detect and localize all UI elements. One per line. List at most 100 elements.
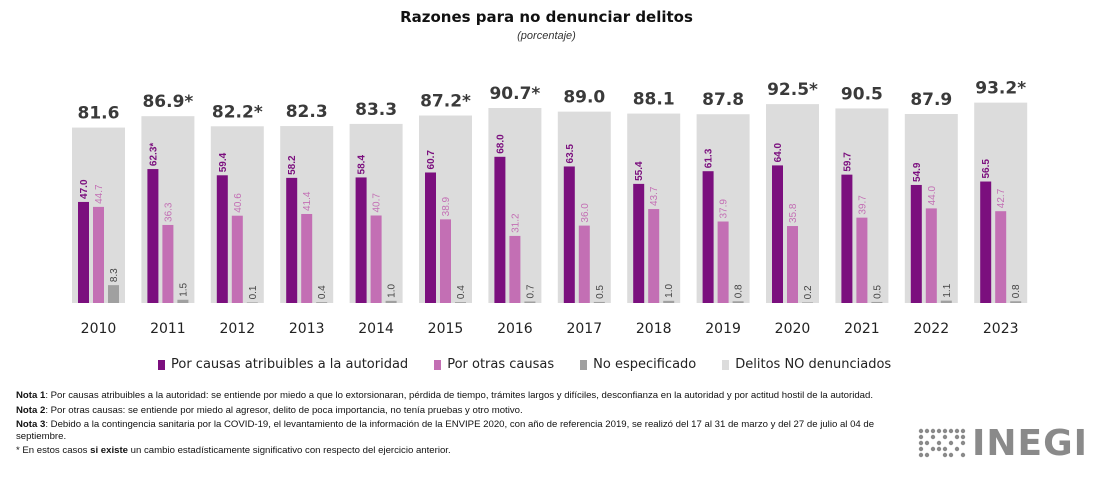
series-bar-no-especificado [108, 285, 119, 303]
series-bar-otras [787, 226, 798, 303]
series-bar-no-especificado [732, 301, 744, 303]
data-label: 42.7 [996, 188, 1007, 208]
footnote-prefix: * En estos casos [16, 445, 91, 456]
bar-chart: 81.6 47.0 44.7 8.3 2010 86.9* 62.3* 36.3 1.5 2011… [72, 79, 1028, 337]
series-bar-no-especificado [385, 300, 397, 303]
series-bar-autoridad [633, 183, 645, 303]
series-bar-no-especificado [246, 302, 258, 303]
legend-item-no-denunciados: Delitos NO denunciados [722, 357, 891, 372]
x-tick-label: 2023 [983, 321, 1019, 337]
series-bar-otras [440, 219, 451, 303]
series-bar-autoridad [78, 201, 89, 303]
total-label: 87.9 [910, 90, 952, 110]
series-bar-autoridad [563, 166, 575, 303]
data-label: 0.8 [734, 284, 745, 298]
legend-item-autoridad: Por causas atribuibles a la autoridad [158, 357, 408, 372]
series-bar-autoridad [910, 184, 922, 303]
data-label: 8.3 [109, 268, 120, 282]
data-label: 0.4 [317, 285, 328, 299]
legend-label-autoridad: Por causas atribuibles a la autoridad [171, 357, 409, 372]
total-label: 82.3 [286, 102, 328, 122]
series-bar-autoridad [841, 174, 853, 303]
series-bar-no-especificado [316, 302, 328, 303]
footnote-suffix: un cambio estadísticamente significativo… [128, 445, 451, 456]
data-label: 58.2 [287, 155, 298, 175]
legend-item-otras: Por otras causas [434, 357, 554, 372]
chart-subtitle: (porcentaje) [517, 30, 576, 42]
series-bar-autoridad [216, 175, 228, 303]
data-label: 1.5 [178, 282, 189, 296]
series-bar-otras [925, 208, 937, 303]
legend-label-no-denunciados: Delitos NO denunciados [735, 357, 892, 372]
x-tick-label: 2017 [566, 321, 602, 337]
series-bar-autoridad [286, 177, 298, 303]
data-label: 0.5 [872, 285, 883, 299]
note-2: Nota 2: Por otras causas: se entiende po… [16, 405, 916, 417]
series-bar-no-especificado [802, 302, 813, 303]
series-bar-autoridad [494, 156, 506, 303]
series-bar-otras [370, 215, 382, 303]
total-label: 81.6 [78, 104, 120, 124]
data-label: 39.7 [857, 195, 868, 215]
inegi-dots-icon [918, 428, 966, 458]
data-label: 0.8 [1011, 284, 1022, 298]
legend-label-otras: Por otras causas [447, 357, 555, 372]
series-bar-otras [301, 213, 313, 303]
data-label: 41.4 [302, 191, 313, 211]
series-bar-otras [648, 209, 660, 303]
series-bar-autoridad [355, 177, 367, 303]
x-tick-label: 2015 [428, 321, 464, 337]
data-label: 1.0 [387, 284, 398, 298]
x-tick-label: 2013 [289, 321, 325, 337]
total-label: 87.2* [420, 92, 471, 112]
total-label: 89.0 [563, 88, 605, 108]
series-bar-no-especificado [663, 300, 675, 303]
data-label: 60.7 [426, 150, 437, 170]
series-bar-no-especificado [1010, 301, 1022, 303]
x-tick-label: 2020 [775, 321, 811, 337]
series-bar-no-especificado [593, 301, 605, 303]
x-tick-label: 2018 [636, 321, 672, 337]
total-label: 83.3 [355, 100, 397, 120]
data-label: 59.7 [842, 152, 853, 172]
data-label: 0.4 [456, 285, 467, 299]
data-label: 40.7 [372, 193, 383, 213]
series-bar-otras [231, 215, 243, 303]
legend-label-no-especificado: No especificado [593, 357, 697, 372]
series-bar-otras [856, 217, 868, 303]
data-label: 36.0 [580, 203, 591, 223]
legend: Por causas atribuibles a la autoridad Po… [158, 357, 917, 372]
footnote: * En estos casos si existe un cambio est… [16, 445, 916, 457]
chart-title: Razones para no denunciar delitos [400, 8, 693, 26]
data-label: 44.0 [927, 185, 938, 205]
total-label: 93.2* [975, 79, 1026, 99]
legend-swatch-no-denunciados [722, 359, 730, 370]
data-label: 62.3* [148, 143, 159, 166]
total-label: 87.8 [702, 90, 744, 110]
total-label: 86.9* [142, 92, 193, 112]
note-3-label: Nota 3 [16, 419, 46, 430]
series-bar-otras [995, 211, 1007, 303]
data-label: 35.8 [788, 203, 799, 223]
x-tick-label: 2016 [497, 321, 533, 337]
x-tick-label: 2022 [913, 321, 949, 337]
note-1-text: : Por causas atribuibles a la autoridad:… [45, 390, 874, 401]
legend-swatch-no-especificado [580, 359, 588, 370]
x-tick-label: 2010 [81, 321, 117, 337]
data-label: 58.4 [357, 155, 368, 175]
data-label: 0.5 [595, 285, 606, 299]
series-bar-otras [162, 224, 174, 303]
data-label: 63.5 [565, 144, 576, 164]
total-label: 90.5 [841, 84, 883, 104]
x-tick-label: 2011 [150, 321, 186, 337]
data-label: 0.1 [248, 285, 259, 299]
data-label: 43.7 [649, 186, 660, 206]
data-label: 31.2 [510, 213, 521, 233]
data-label: 37.9 [719, 199, 730, 219]
series-bar-autoridad [772, 165, 783, 303]
note-2-label: Nota 2 [16, 404, 46, 416]
data-label: 1.1 [942, 283, 953, 297]
data-label: 64.0 [773, 142, 784, 162]
series-bar-no-especificado [524, 301, 536, 303]
series-bar-no-especificado [455, 302, 466, 303]
